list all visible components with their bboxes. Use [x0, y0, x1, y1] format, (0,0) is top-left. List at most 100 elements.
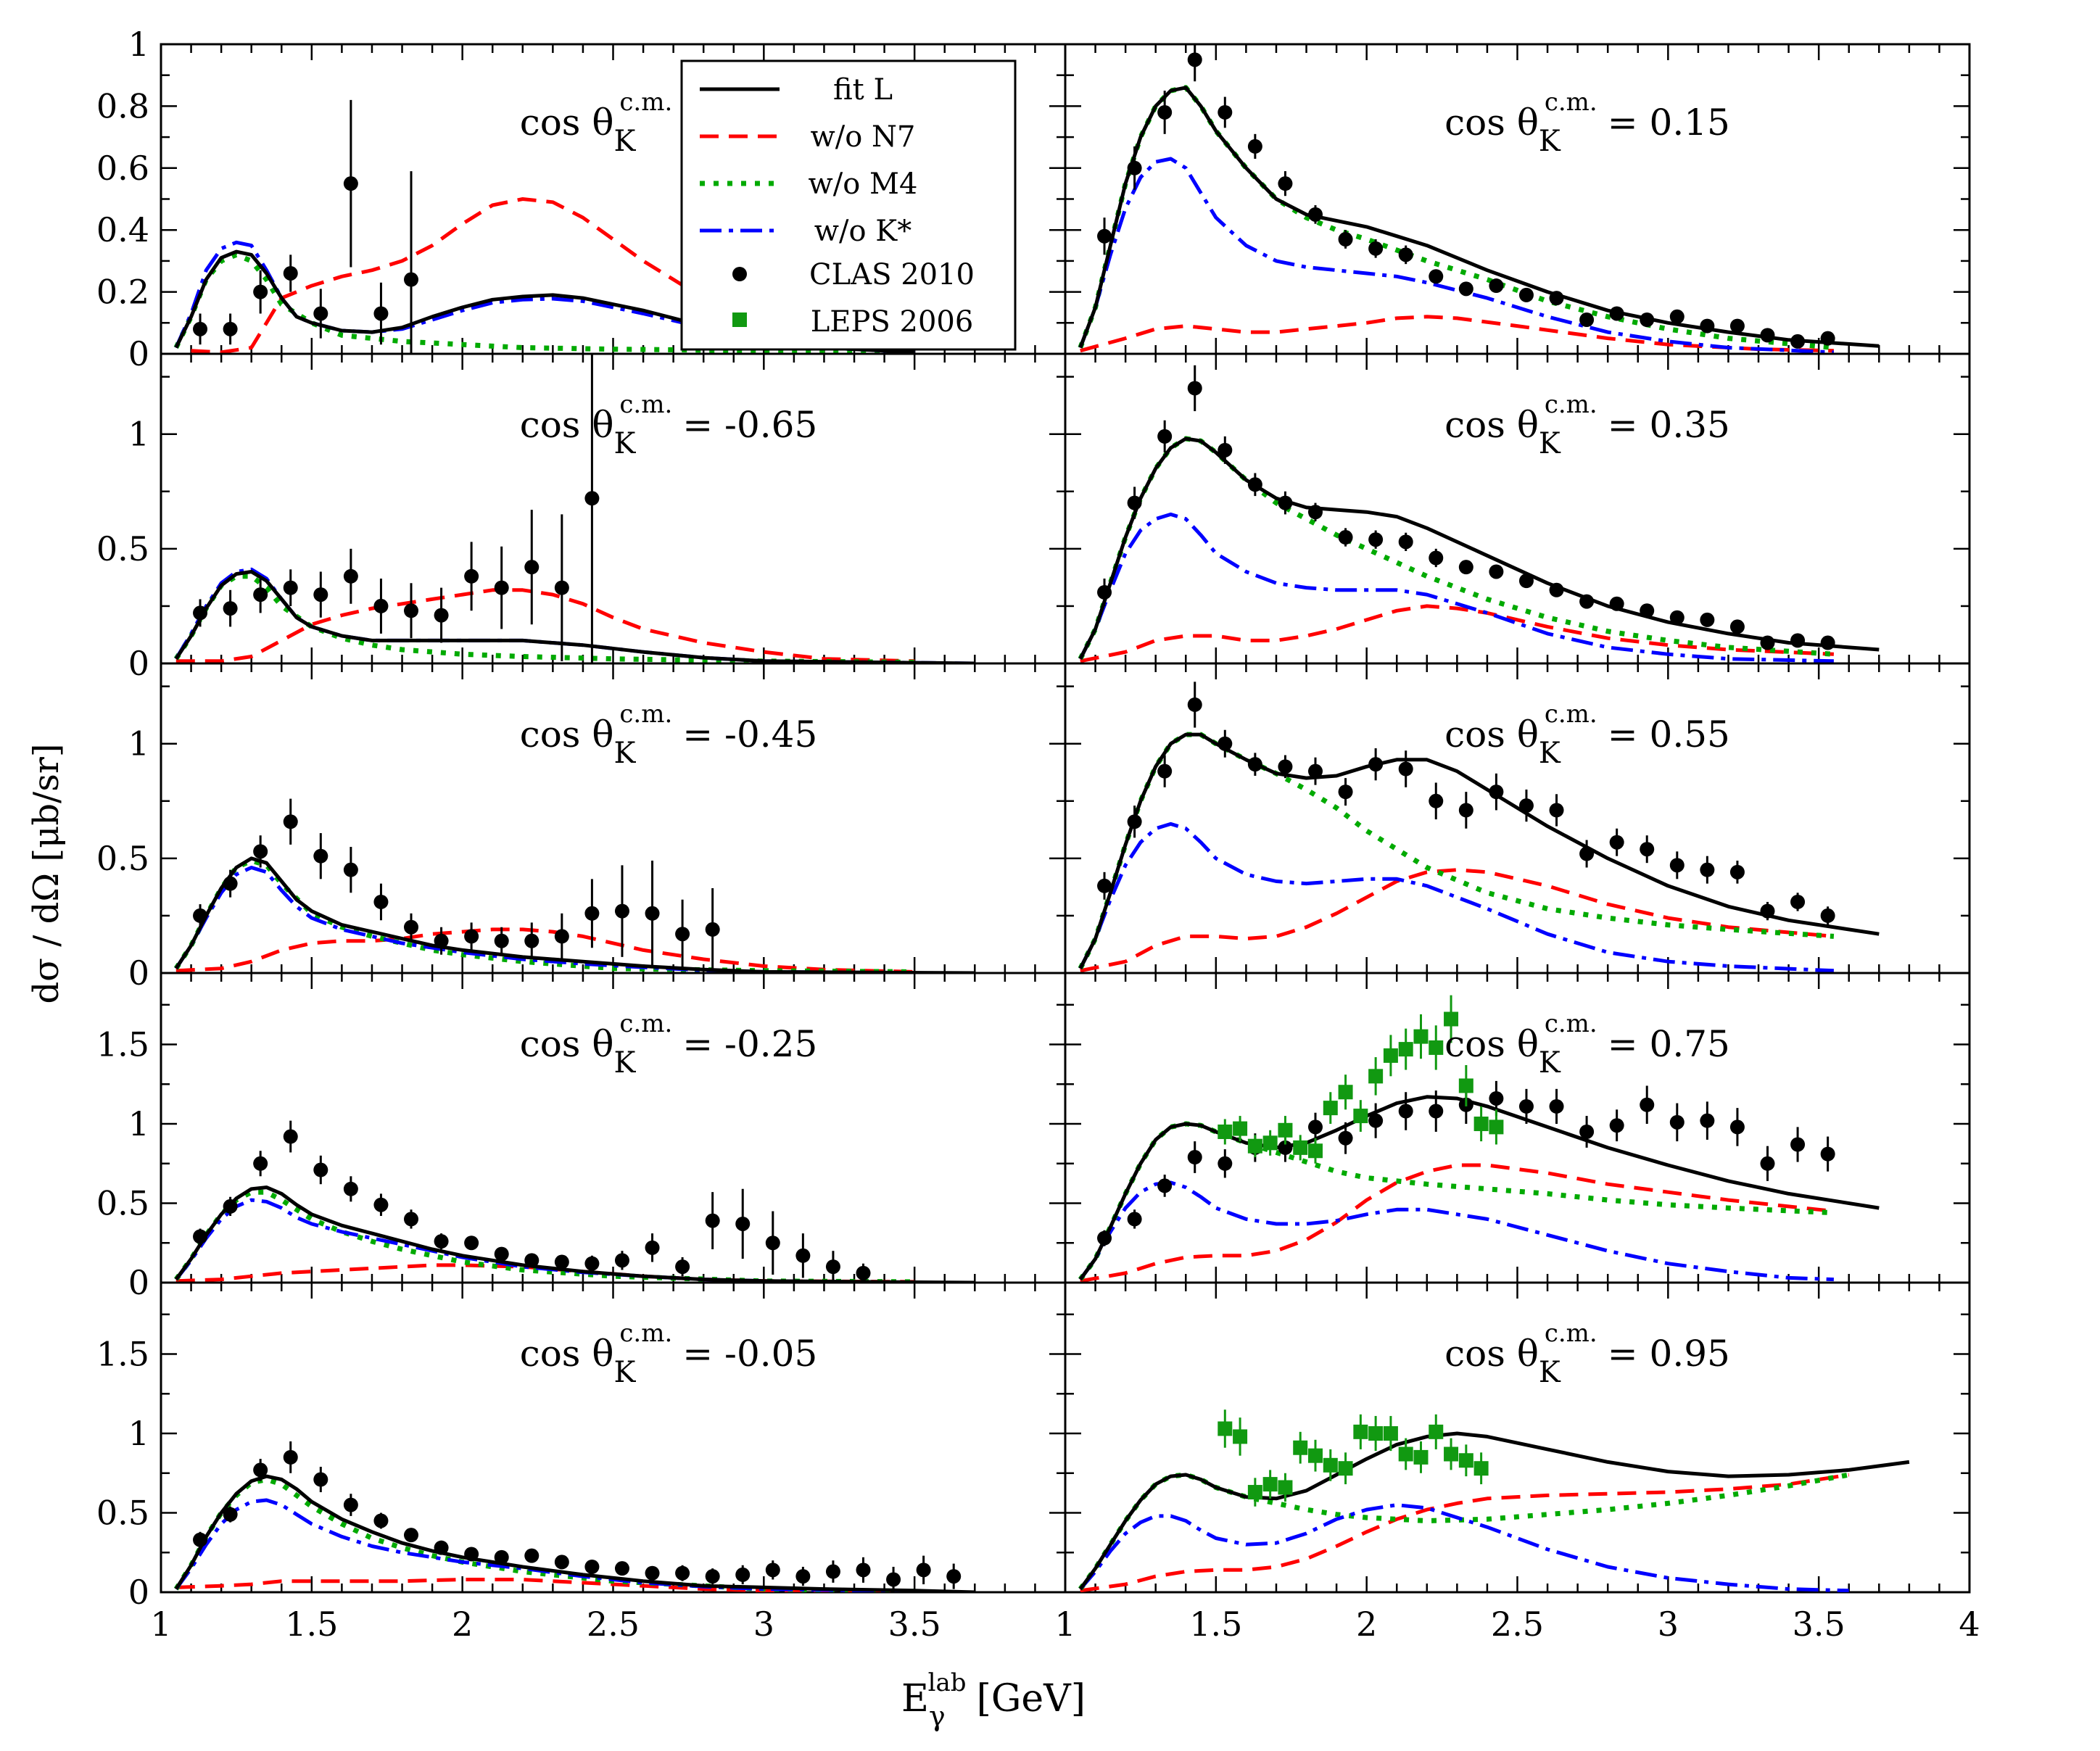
clas-point: [554, 580, 569, 595]
clas-point: [464, 1235, 479, 1251]
clas-point: [1338, 785, 1353, 800]
clas-point: [373, 598, 389, 613]
clas-point: [404, 603, 419, 618]
clas-point: [1278, 176, 1293, 191]
panel-label-prefix: cos θ: [520, 1333, 614, 1375]
curve-n7: [1080, 1163, 1835, 1283]
curve-fit: [174, 1185, 975, 1283]
clas-point: [1429, 550, 1444, 566]
panel-label-sub: K: [1539, 1046, 1561, 1080]
curve-fit: [174, 1474, 975, 1592]
clas-point: [464, 568, 479, 584]
x-tick-label: 2: [1356, 1605, 1377, 1644]
clas-point: [1187, 52, 1202, 67]
leps-point: [1293, 1140, 1308, 1155]
y-tick-label: 0: [128, 1573, 149, 1612]
clas-point: [464, 1547, 479, 1562]
panel-label-value: = -0.25: [682, 1023, 817, 1065]
clas-point: [795, 1569, 811, 1584]
leps-point: [1444, 1446, 1459, 1462]
leps-point: [1429, 1424, 1444, 1439]
clas-point: [1278, 759, 1293, 774]
clas-point: [1820, 908, 1835, 923]
clas-point: [735, 1216, 751, 1231]
curve-m4: [173, 858, 915, 973]
leps-point: [1353, 1109, 1368, 1124]
clas-point: [1368, 532, 1384, 547]
clas-point: [283, 580, 298, 595]
y-tick-label: 0: [128, 953, 149, 993]
panel-label: cos θKc.m. = 0.75: [1444, 1009, 1730, 1080]
clas-point: [1308, 505, 1323, 520]
clas-point: [1579, 594, 1595, 609]
clas-point: [1760, 328, 1775, 343]
panel-label-sub: K: [613, 125, 636, 158]
clas-point: [554, 1254, 569, 1270]
clas-point: [313, 848, 328, 864]
clas-point: [584, 491, 600, 506]
y-tick-label: 0.8: [96, 86, 149, 125]
panel-label-sub: K: [613, 427, 636, 460]
clas-point: [1820, 1146, 1835, 1162]
clas-point: [1157, 1178, 1173, 1193]
clas-point: [1549, 1098, 1564, 1114]
x-tick-label: 2.5: [1491, 1605, 1544, 1644]
clas-point: [494, 933, 509, 948]
panel-label-value: = 0.15: [1608, 102, 1730, 144]
clas-point: [434, 933, 449, 948]
legend-label-clas: CLAS 2010: [809, 258, 975, 291]
clas-point: [1187, 381, 1202, 396]
y-tick-label: 1: [128, 724, 149, 763]
panel-label-sup: c.m.: [619, 1009, 672, 1038]
clas-point: [1579, 1124, 1595, 1139]
y-tick-label: 0: [128, 1263, 149, 1302]
clas-point: [1760, 635, 1775, 650]
clas-point: [1489, 278, 1504, 294]
clas-point: [1489, 1090, 1504, 1106]
clas-point: [1729, 318, 1745, 334]
curve-fit: [1078, 732, 1880, 969]
clas-point: [1579, 846, 1595, 861]
leps-point: [1323, 1457, 1338, 1473]
clas-point: [1518, 1098, 1534, 1114]
clas-point: [193, 1229, 208, 1244]
clas-point: [1760, 1156, 1775, 1171]
clas-point: [343, 1181, 358, 1196]
panel-label-sup: c.m.: [619, 88, 672, 117]
clas-point: [404, 1212, 419, 1227]
panel-label-sup: c.m.: [619, 1319, 672, 1348]
clas-point: [283, 1129, 298, 1144]
panel-9: 0 0.5 1 1.5 cos θKc.m. = -0.05: [96, 1281, 1067, 1612]
clas-point: [253, 1462, 268, 1478]
panel-curves: [1078, 365, 1880, 663]
curve-m4: [173, 574, 915, 663]
curve-fit: [1078, 1431, 1910, 1591]
clas-point: [1398, 247, 1413, 262]
leps-point: [1338, 1085, 1353, 1100]
y-tick-label: 0.6: [96, 149, 149, 188]
clas-point: [1398, 1104, 1413, 1119]
clas-point: [645, 1240, 660, 1255]
panel-label-sub: K: [1539, 427, 1561, 460]
clas-point: [1609, 1118, 1624, 1133]
y-tick-label: 0: [128, 644, 149, 683]
clas-point: [1790, 894, 1806, 909]
clas-point: [554, 1555, 569, 1570]
x-tick-label: 3: [1658, 1605, 1679, 1644]
clas-point: [524, 1548, 540, 1563]
leps-point: [1473, 1461, 1489, 1476]
clas-point: [1518, 798, 1534, 814]
clas-point: [1640, 603, 1655, 618]
panel-label-prefix: cos θ: [1444, 1333, 1539, 1375]
panel-label-prefix: cos θ: [520, 1023, 614, 1065]
clas-point: [1790, 633, 1806, 648]
y-tick-label: 1.5: [96, 1335, 149, 1374]
panel-5: 0 0.5 1 cos θKc.m. = -0.45: [96, 662, 1067, 993]
panel-label-prefix: cos θ: [1444, 102, 1539, 144]
panel-label: cos θKc.m. = 0.55: [1444, 700, 1730, 770]
x-tick-label: 1.5: [1189, 1605, 1242, 1644]
clas-point: [584, 906, 600, 921]
x-axis-label-base: E: [901, 1677, 929, 1721]
panel-8: cos θKc.m. = 0.75: [1064, 972, 1971, 1284]
